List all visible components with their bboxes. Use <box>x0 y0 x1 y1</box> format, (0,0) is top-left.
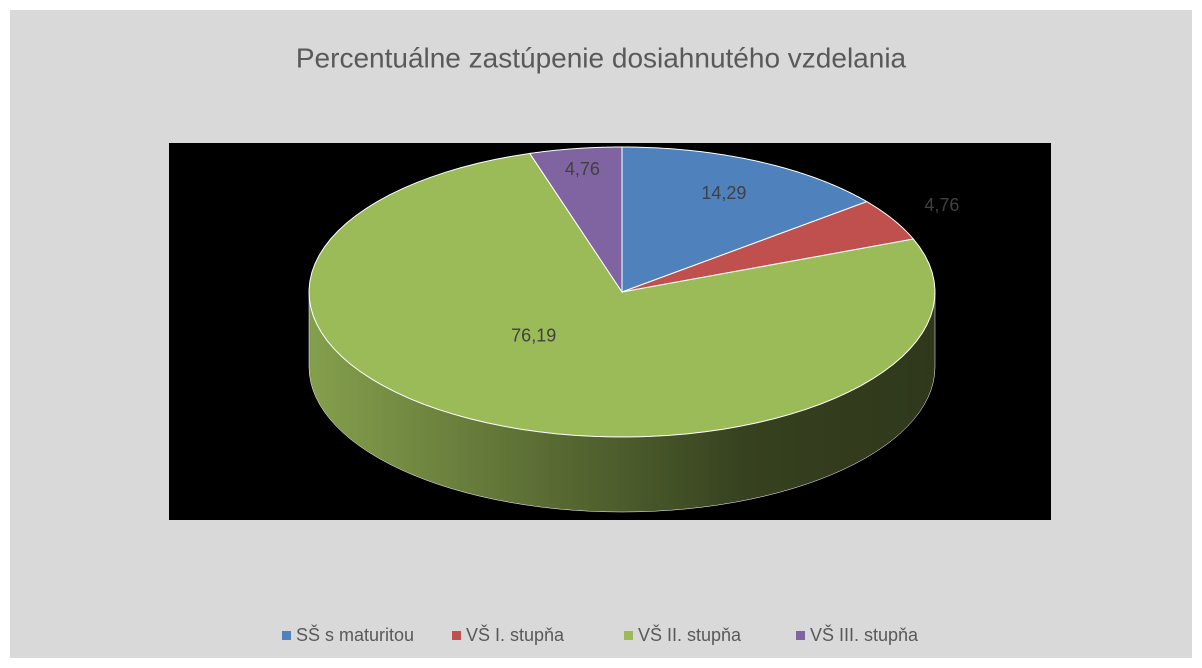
legend-swatch <box>796 631 805 640</box>
data-label: 76,19 <box>511 326 556 346</box>
pie-slice <box>308 152 936 438</box>
legend-label: SŠ s maturitou <box>296 624 414 645</box>
legend-swatch <box>452 631 461 640</box>
chart-title: Percentuálne zastúpenie dosiahnutého vzd… <box>296 42 907 73</box>
pie-slice <box>528 146 623 294</box>
pie-slice <box>621 201 915 293</box>
legend-label: VŠ II. stupňa <box>638 624 742 645</box>
legend-label: VŠ I. stupňa <box>466 624 565 645</box>
pie-slice <box>621 146 868 293</box>
legend-swatch <box>624 631 633 640</box>
legend-label: VŠ III. stupňa <box>810 624 919 645</box>
data-label: 4,76 <box>565 159 600 179</box>
legend-swatch <box>282 631 291 640</box>
data-label: 14,29 <box>701 183 746 203</box>
data-label: 4,76 <box>924 195 959 215</box>
